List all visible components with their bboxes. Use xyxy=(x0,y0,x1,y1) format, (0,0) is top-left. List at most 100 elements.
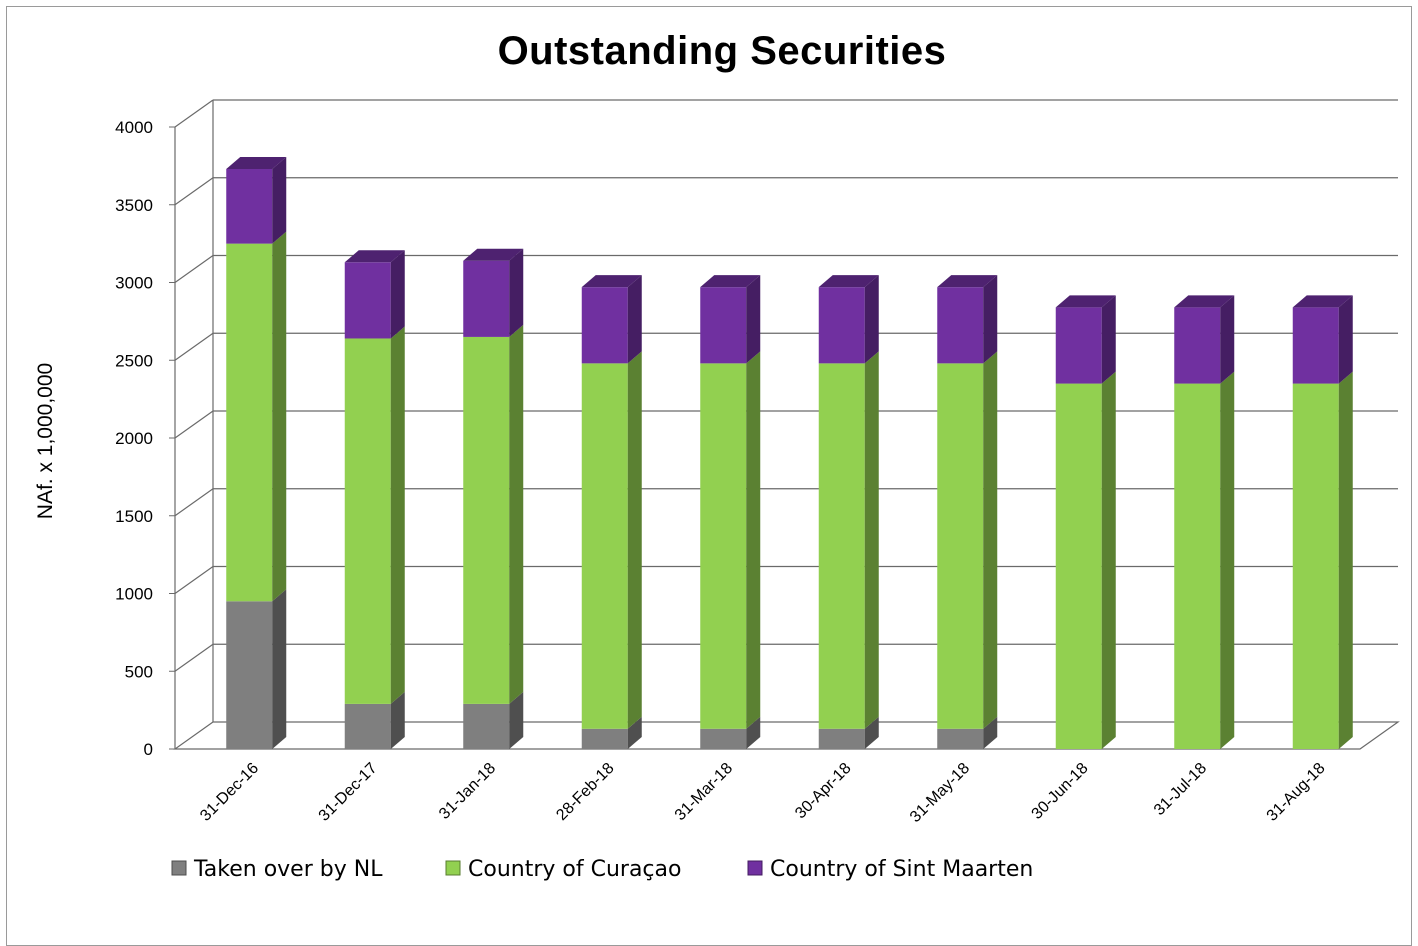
x-tick-label: 31-Jul-18 xyxy=(1151,760,1210,819)
y-tick-label: 0 xyxy=(144,740,153,759)
x-tick-label: 28-Feb-18 xyxy=(553,760,617,824)
gridline-diagonal xyxy=(174,410,214,439)
bar-segment xyxy=(818,728,865,749)
bar-stack xyxy=(700,275,761,749)
bar-segment xyxy=(581,363,628,729)
legend: Taken over by NL Country of Curaçao Countr… xyxy=(171,857,1033,882)
bar-side xyxy=(272,156,287,244)
y-tick-label: 2000 xyxy=(115,429,153,448)
bar-segment xyxy=(1292,383,1339,749)
bar-side xyxy=(983,351,998,729)
legend-swatch xyxy=(747,860,763,876)
legend-label: Country of Curaçao xyxy=(468,857,681,882)
bar-top xyxy=(1174,295,1235,308)
bar-stack xyxy=(1055,295,1116,749)
legend-swatch xyxy=(445,860,461,876)
bar-segment xyxy=(463,260,510,337)
bar-side xyxy=(627,275,642,364)
bar-stack xyxy=(1174,295,1235,749)
bar-side xyxy=(1338,295,1353,384)
bar-segment xyxy=(1055,383,1102,749)
bar-top xyxy=(344,250,405,263)
bar-side xyxy=(864,351,879,729)
bar-side xyxy=(390,326,405,704)
bar-segment xyxy=(344,262,391,339)
bar-segment xyxy=(581,728,628,749)
bar-side xyxy=(983,275,998,364)
bar-top xyxy=(463,248,524,261)
bar-top xyxy=(1055,295,1116,308)
bar-side xyxy=(509,691,524,749)
legend-label: Taken over by NL xyxy=(193,857,383,882)
bar-side xyxy=(390,691,405,749)
bar-segment xyxy=(937,363,984,729)
x-tick-label: 31-Jan-18 xyxy=(436,760,499,823)
x-tick-label: 30-Jun-18 xyxy=(1029,760,1092,823)
y-tick-label: 2500 xyxy=(115,351,153,370)
bar-stack xyxy=(344,250,405,749)
bar-side xyxy=(864,716,879,749)
bar-segment xyxy=(1174,307,1221,384)
bar-segment xyxy=(581,287,628,364)
bar-side xyxy=(1101,371,1116,749)
bar-side xyxy=(746,275,761,364)
gridline-diagonal xyxy=(174,566,214,594)
y-axis-label: NAf. x 1,000,000 xyxy=(34,363,57,519)
bar-segment xyxy=(937,728,984,749)
gridline-diagonal xyxy=(174,643,214,672)
bar-side xyxy=(509,324,524,704)
gridline-diagonal xyxy=(174,99,214,128)
bar-segment xyxy=(1055,307,1102,384)
bar-segment xyxy=(344,703,391,749)
bar-segment xyxy=(818,363,865,729)
legend-label: Country of Sint Maarten xyxy=(770,857,1033,882)
bar-side xyxy=(1338,371,1353,749)
y-tick-label: 1500 xyxy=(115,507,153,526)
bar-stack xyxy=(818,275,879,749)
x-tick-label: 31-Aug-18 xyxy=(1264,760,1329,825)
bar-segment xyxy=(1174,383,1221,749)
bar-side xyxy=(1220,295,1235,384)
bar-segment xyxy=(700,287,747,364)
y-tick-label: 3000 xyxy=(115,274,153,293)
gridline-diagonal xyxy=(174,255,214,283)
bar-segment xyxy=(226,168,273,244)
bar-top xyxy=(581,275,642,288)
bar-side xyxy=(746,351,761,729)
bar-top xyxy=(226,156,287,169)
bar-stack xyxy=(937,275,998,749)
bar-segment xyxy=(463,703,510,749)
chart-title: Outstanding Securities xyxy=(498,29,947,73)
bar-segment xyxy=(344,338,391,704)
gridline-diagonal xyxy=(174,177,214,206)
bar-segment xyxy=(463,336,510,704)
bar-segment xyxy=(226,243,273,602)
y-tick-label: 500 xyxy=(125,662,153,681)
bar-stack xyxy=(1292,295,1353,749)
bar-side xyxy=(864,275,879,364)
gridline-diagonal xyxy=(174,488,214,517)
bars xyxy=(226,156,1353,749)
bar-side xyxy=(627,716,642,749)
bar-stack xyxy=(581,275,642,749)
bar-side xyxy=(272,589,287,749)
legend-swatch xyxy=(171,860,187,876)
bar-side xyxy=(272,231,287,602)
gridline-diagonal xyxy=(174,332,214,361)
bar-segment xyxy=(818,287,865,364)
bar-top xyxy=(937,275,998,288)
x-tick-label: 31-Dec-17 xyxy=(316,760,381,825)
x-tick-label: 30-Apr-18 xyxy=(792,760,854,822)
bar-segment xyxy=(700,363,747,729)
bar-stack xyxy=(463,248,524,749)
y-tick-label: 4000 xyxy=(115,118,153,137)
y-tick-label: 1000 xyxy=(115,585,153,604)
bar-side xyxy=(983,716,998,749)
bar-segment xyxy=(700,728,747,749)
bar-segment xyxy=(1292,307,1339,384)
bar-side xyxy=(746,716,761,749)
bar-top xyxy=(1292,295,1353,308)
bar-top xyxy=(818,275,879,288)
bar-top xyxy=(700,275,761,288)
